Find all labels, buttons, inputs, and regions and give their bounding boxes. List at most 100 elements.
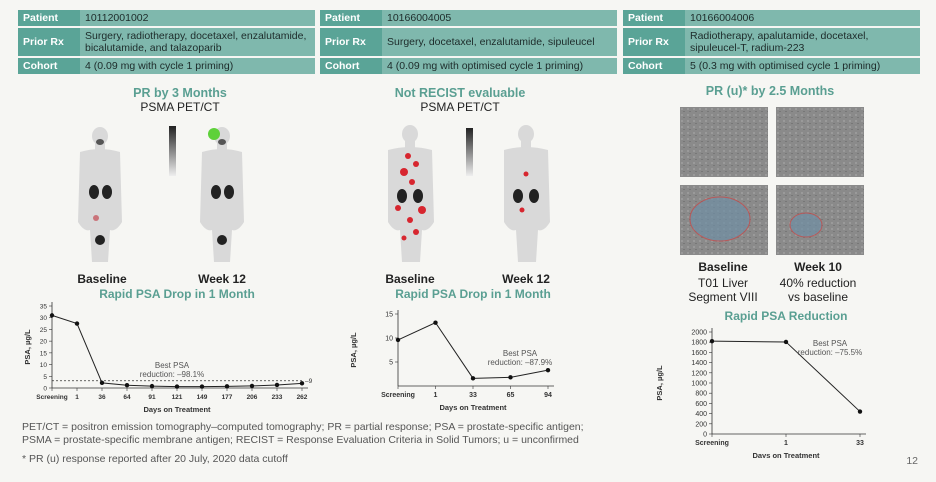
x-axis-label: Days on Treatment bbox=[439, 403, 507, 412]
prior-rx-key: Prior Rx bbox=[623, 28, 685, 56]
page-number: 12 bbox=[906, 455, 918, 467]
best-psa-annotation: Best PSA bbox=[813, 339, 848, 348]
x-tick-label: 149 bbox=[197, 394, 208, 401]
patient-id: 10166004005 bbox=[382, 10, 617, 26]
panel3-week-sub-2: vs baseline bbox=[787, 290, 849, 304]
panel1-week-label: Week 12 bbox=[198, 272, 246, 286]
y-tick-label: 15 bbox=[40, 350, 48, 357]
patient-key: Patient bbox=[18, 10, 80, 26]
data-cutoff-note: * PR (u) response reported after 20 July… bbox=[22, 453, 288, 465]
panel1-modality: PSMA PET/CT bbox=[140, 100, 220, 114]
x-tick-label: Screening bbox=[381, 392, 415, 399]
prior-rx-value: Radiotherapy, apalutamide, docetaxel, si… bbox=[685, 28, 920, 56]
data-point bbox=[508, 375, 513, 380]
y-tick-label: 1200 bbox=[691, 370, 707, 377]
data-point bbox=[249, 383, 255, 389]
prior-rx-key: Prior Rx bbox=[18, 28, 80, 56]
panel3-baseline-sub-2: Segment VIII bbox=[688, 290, 758, 304]
prior-rx-value: Surgery, docetaxel, enzalutamide, sipule… bbox=[382, 28, 617, 56]
prior-rx-value: Surgery, radiotherapy, docetaxel, enzalu… bbox=[80, 28, 315, 56]
y-tick-label: 1000 bbox=[691, 381, 707, 388]
best-psa-annotation: Best PSA bbox=[503, 349, 538, 358]
x-tick-label: 233 bbox=[272, 394, 283, 401]
patient-id: 10166004006 bbox=[685, 10, 920, 26]
data-point bbox=[783, 339, 789, 345]
panel3-baseline-label: Baseline bbox=[698, 260, 748, 274]
best-psa-annotation: reduction: –75.5% bbox=[798, 348, 863, 357]
data-point bbox=[299, 381, 305, 386]
patient-id: 10112001002 bbox=[80, 10, 315, 26]
chart-title: Rapid PSA Reduction bbox=[725, 309, 848, 323]
y-tick-label: 10 bbox=[40, 362, 48, 369]
panel2-response: Not RECIST evaluable bbox=[394, 86, 526, 100]
x-tick-label: 33 bbox=[856, 440, 864, 447]
patient-table-1: Patient 10112001002 Prior Rx Surgery, radi… bbox=[18, 8, 315, 76]
cohort-key: Cohort bbox=[623, 58, 685, 74]
data-point bbox=[545, 367, 551, 373]
y-tick-label: 30 bbox=[40, 315, 48, 322]
x-tick-label: 94 bbox=[544, 392, 552, 399]
cohort-value: 5 (0.3 mg with optimised cycle 1 priming… bbox=[685, 58, 920, 74]
x-tick-label: 91 bbox=[148, 394, 156, 401]
cohort-key: Cohort bbox=[18, 58, 80, 74]
data-point bbox=[470, 376, 476, 381]
x-tick-label: 64 bbox=[123, 394, 131, 401]
panel3-response: PR (u)* by 2.5 Months bbox=[705, 84, 835, 98]
abbreviations-line-2: PSMA = prostate-specific membrane antige… bbox=[22, 434, 579, 446]
y-tick-label: 15 bbox=[385, 312, 393, 319]
panel3-week-label: Week 10 bbox=[794, 260, 842, 274]
y-tick-label: 800 bbox=[695, 391, 707, 398]
x-tick-label: 33 bbox=[469, 392, 477, 399]
x-tick-label: 1 bbox=[434, 392, 438, 399]
x-tick-label: 1 bbox=[784, 440, 788, 447]
data-point bbox=[124, 382, 130, 388]
patient-table-3: Patient 10166004006 Prior Rx Radiotherapy,… bbox=[623, 8, 920, 76]
x-axis-label: Days on Treatment bbox=[143, 405, 211, 414]
patient-key: Patient bbox=[320, 10, 382, 26]
best-psa-annotation: Best PSA bbox=[155, 361, 190, 370]
data-point bbox=[224, 384, 230, 389]
x-tick-label: 65 bbox=[507, 392, 515, 399]
y-tick-label: 0 bbox=[43, 386, 47, 393]
data-point bbox=[174, 384, 180, 389]
x-tick-label: 177 bbox=[222, 394, 233, 401]
panel2-modality: PSMA PET/CT bbox=[420, 100, 500, 114]
y-tick-label: 25 bbox=[40, 327, 48, 334]
reference-line-label: –90% bbox=[305, 378, 312, 385]
patient-table-2: Patient 10166004005 Prior Rx Surgery, doce… bbox=[320, 8, 617, 76]
data-point bbox=[433, 320, 438, 325]
abbreviations-line-1: PET/CT = positron emission tomography–co… bbox=[22, 421, 584, 433]
data-point bbox=[274, 382, 280, 388]
y-tick-label: 35 bbox=[40, 304, 48, 311]
y-tick-label: 10 bbox=[385, 336, 393, 343]
cohort-value: 4 (0.09 mg with cycle 1 priming) bbox=[80, 58, 315, 74]
panel1-baseline-label: Baseline bbox=[77, 272, 127, 286]
pet-scan-images-2 bbox=[388, 125, 550, 262]
best-psa-annotation: reduction: –98.1% bbox=[140, 370, 205, 379]
data-point bbox=[99, 380, 105, 386]
cohort-value: 4 (0.09 mg with optimised cycle 1 primin… bbox=[382, 58, 617, 74]
prior-rx-key: Prior Rx bbox=[320, 28, 382, 56]
data-point bbox=[149, 383, 155, 389]
data-point bbox=[74, 321, 80, 326]
panel3-baseline-sub-1: T01 Liver bbox=[697, 276, 749, 290]
y-tick-label: 600 bbox=[695, 401, 707, 408]
patient-key: Patient bbox=[623, 10, 685, 26]
y-tick-label: 200 bbox=[695, 421, 707, 428]
y-axis-label: PSA, µg/L bbox=[23, 329, 32, 365]
y-tick-label: 2000 bbox=[691, 330, 707, 337]
x-tick-label: 262 bbox=[297, 394, 308, 401]
panel1-response: PR by 3 Months bbox=[133, 86, 227, 100]
x-tick-label: 1 bbox=[75, 394, 79, 401]
chart-title: Rapid PSA Drop in 1 Month bbox=[395, 287, 551, 301]
x-tick-label: 36 bbox=[98, 394, 106, 401]
y-tick-label: 400 bbox=[695, 411, 707, 418]
panel2-baseline-label: Baseline bbox=[385, 272, 435, 286]
y-tick-label: 1400 bbox=[691, 360, 707, 367]
data-point bbox=[49, 313, 55, 318]
data-point bbox=[199, 384, 205, 389]
best-psa-annotation: reduction: –87.9% bbox=[488, 358, 553, 367]
data-point bbox=[857, 409, 863, 414]
pet-scan-images-1 bbox=[78, 126, 244, 262]
psa-chart-2: Rapid PSA Drop in 1 Month 5 10 15 Screening 1… bbox=[349, 287, 554, 412]
